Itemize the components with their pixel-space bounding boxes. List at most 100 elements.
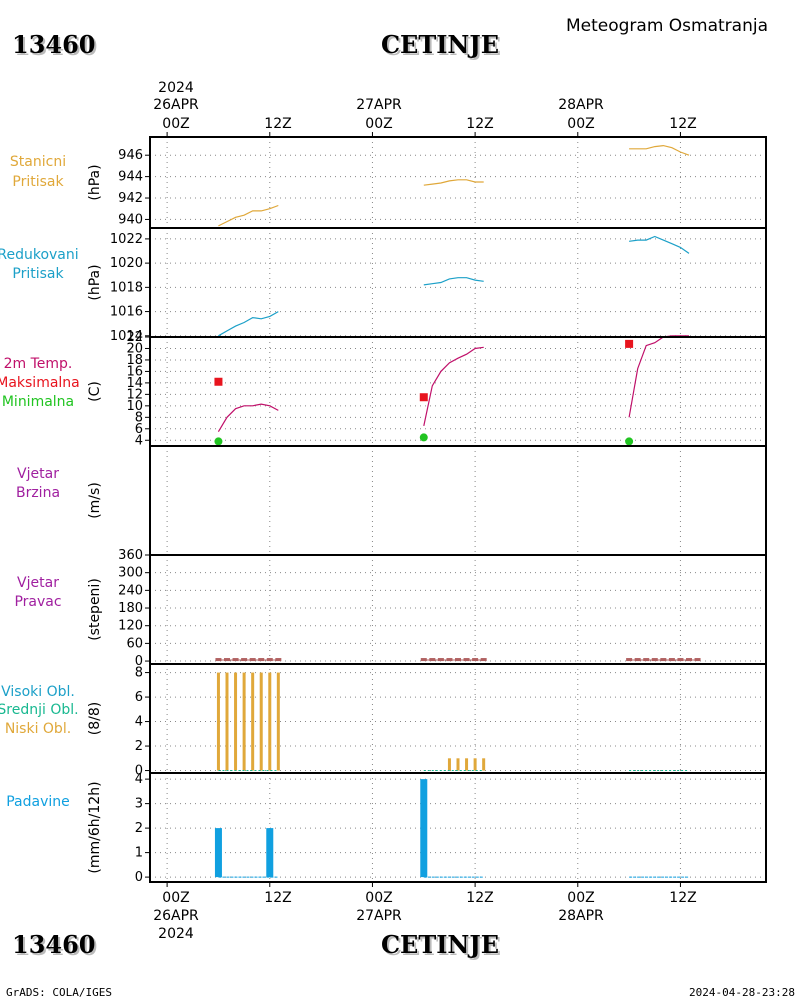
min-temp-marker [419,433,428,442]
ytick-label: 3 [135,797,143,812]
ytick-label: 0 [135,764,143,779]
max-temp-marker [419,393,428,402]
unit-label: (mm/6h/12h) [87,781,103,873]
ytick-label: 6 [135,690,143,705]
ytick-label: 1022 [110,232,143,247]
top-day-label-1: 26APR [153,97,199,113]
panel-label: Pravac [14,594,61,610]
top-day-label-2: 27APR [356,97,402,113]
header-station-name: CETINJE [381,30,499,59]
footer-station-name-shadow: CETINJE [383,932,501,961]
bottom-day-label-1: 26APR [153,908,199,924]
unit-label: (m/s) [87,482,103,519]
bottom-hour-12z-2: 12Z [466,890,493,906]
series-line [629,144,690,156]
top-hour-12z-3: 12Z [669,116,696,132]
bottom-day-label-2: 27APR [356,908,402,924]
bottom-hour-00z-2: 00Z [365,890,392,906]
ytick-label: 2 [135,739,143,754]
series-line [629,235,690,254]
min-temp-marker [625,437,634,446]
panel-frame [149,136,767,229]
ytick-label: 4 [135,772,143,787]
footer-timestamp: 2024-04-28-23:28 [689,986,795,999]
bottom-year-label: 2024 [158,926,194,942]
low-cloud-bar [465,758,469,771]
unit-label: (C) [87,381,103,402]
series-line [218,311,279,337]
low-cloud-bar [268,672,272,771]
bottom-hour-00z-3: 00Z [567,890,594,906]
top-hour-12z-1: 12Z [264,116,291,132]
unit-label: (hPa) [87,264,103,300]
footer-credit: GrADS: COLA/IGES [6,986,112,999]
panel-frame [149,772,767,883]
panels-group: 940942944946(hPa)StanicniPritisak1014101… [0,132,767,887]
ytick-label: 1014 [110,329,143,344]
series-line [423,346,484,427]
series-line [423,179,484,186]
footer-station-name: CETINJE [381,930,499,959]
ytick-label: 1 [135,846,143,861]
ytick-label: 120 [118,619,143,634]
ytick-label: 300 [118,566,143,581]
meteogram-title: Meteogram Osmatranja [566,16,768,36]
ytick-label: 4 [135,715,143,730]
panel-label: Vjetar [17,575,59,591]
ytick-label: 20 [126,341,143,356]
precip-bar [420,779,428,878]
max-temp-marker [625,339,634,348]
top-hour-00z-1: 00Z [162,116,189,132]
ytick-label: 8 [135,410,143,425]
bottom-day-label-3: 28APR [558,908,604,924]
ytick-label: 22 [126,330,143,345]
ytick-label: 946 [118,148,143,163]
panel-frame [149,554,767,665]
panel-label: Pritisak [12,266,64,282]
header-station-id: 13460 [12,30,96,59]
panel-label: Stanicni [10,154,66,170]
panel-label: Brzina [16,485,60,501]
ytick-label: 18 [126,353,143,368]
low-cloud-bar [259,672,263,771]
panel-label: Padavine [6,794,70,810]
top-day-label-3: 28APR [558,97,604,113]
low-cloud-bar [482,758,486,771]
max-temp-marker [214,377,223,386]
panel-frame [149,336,767,447]
bottom-hour-00z-1: 00Z [162,890,189,906]
panel-label: Srednji Obl. [0,702,79,718]
precip-bar [266,828,274,878]
panel-label: Vjetar [17,466,59,482]
low-cloud-bar [225,672,229,771]
ytick-label: 940 [118,212,143,227]
ytick-label: 12 [126,387,143,402]
panel-label: 2m Temp. [4,356,73,372]
bottom-hour-12z-1: 12Z [264,890,291,906]
header-station-name-shadow: CETINJE [383,32,501,61]
header-station-id-shadow: 13460 [14,32,98,61]
ytick-label: 8 [135,666,143,681]
ytick-label: 4 [135,433,143,448]
ytick-label: 942 [118,191,143,206]
low-cloud-bar [276,672,280,771]
unit-label: (stepeni) [87,578,103,641]
top-hour-00z-3: 00Z [567,116,594,132]
ytick-label: 944 [118,170,143,185]
bottom-hour-12z-3: 12Z [669,890,696,906]
series-line [217,403,279,433]
ytick-label: 360 [118,548,143,563]
min-temp-marker [214,437,223,446]
low-cloud-bar [242,672,246,771]
panel-frame [149,663,767,774]
panel-label: Niski Obl. [5,721,71,737]
panel-label: Redukovani [0,247,79,263]
series-line [423,277,484,286]
ytick-label: 240 [118,583,143,598]
panel-label: Maksimalna [0,375,80,391]
footer-station-id-shadow: 13460 [14,932,98,961]
low-cloud-bar [473,758,477,771]
ytick-label: 1016 [110,305,143,320]
panel-frame [149,445,767,556]
